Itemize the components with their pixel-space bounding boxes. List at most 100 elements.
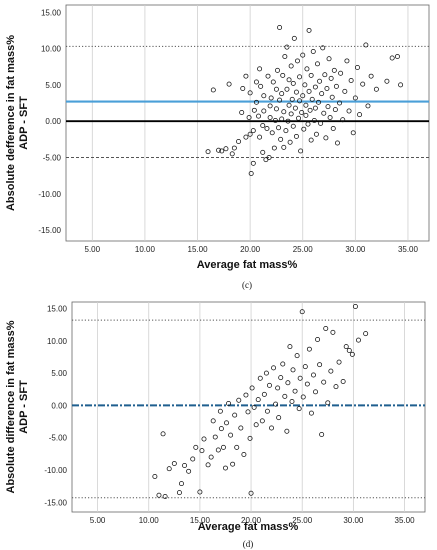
data-points-d xyxy=(152,304,369,499)
data-point xyxy=(282,393,288,399)
y-tick-label: 5.00 xyxy=(51,369,67,378)
data-point xyxy=(226,81,232,87)
data-point xyxy=(331,67,337,73)
y-tick-label: 0.00 xyxy=(45,117,61,126)
data-point xyxy=(285,118,291,124)
data-point xyxy=(248,170,254,176)
x-tick-label: 35.00 xyxy=(395,516,416,525)
data-point xyxy=(349,351,355,357)
data-point xyxy=(266,155,272,160)
data-point xyxy=(312,84,318,90)
data-point xyxy=(334,140,340,146)
data-point xyxy=(267,115,273,121)
data-point xyxy=(363,331,369,337)
data-point xyxy=(251,404,257,410)
data-point xyxy=(311,117,317,123)
data-point xyxy=(273,401,279,407)
reference-lines-c xyxy=(66,45,429,158)
data-point xyxy=(250,128,256,134)
data-point xyxy=(199,448,205,454)
x-tick-label: 25.00 xyxy=(293,245,314,254)
data-point xyxy=(257,134,263,140)
data-point xyxy=(328,368,334,374)
data-point xyxy=(243,73,249,79)
data-point xyxy=(162,494,168,499)
data-point xyxy=(281,144,287,150)
data-point xyxy=(241,452,247,457)
data-point xyxy=(232,412,238,418)
data-point xyxy=(373,86,379,92)
data-point xyxy=(348,78,354,83)
data-point xyxy=(277,97,283,103)
x-tick-label: 30.00 xyxy=(343,516,364,525)
data-point xyxy=(197,489,203,495)
data-point xyxy=(253,79,259,85)
data-point xyxy=(326,56,332,62)
data-point xyxy=(277,25,283,30)
data-point xyxy=(260,123,266,129)
data-point xyxy=(245,409,251,415)
data-point xyxy=(230,461,236,467)
data-point xyxy=(271,365,277,371)
data-point xyxy=(291,35,297,41)
data-point xyxy=(246,115,252,121)
y-ticks-d: 15.00 10.00 5.00 0.00 -5.00 -10.00 -15.00 xyxy=(44,304,67,507)
y-tick-label: 15.00 xyxy=(41,8,62,17)
data-point xyxy=(303,102,309,108)
data-point xyxy=(299,109,305,115)
data-point xyxy=(212,434,218,440)
data-point xyxy=(280,72,286,78)
data-point xyxy=(325,104,331,110)
y-tick-label: -5.00 xyxy=(43,153,62,162)
data-point xyxy=(317,78,323,84)
data-point xyxy=(269,130,275,136)
data-point xyxy=(255,397,261,403)
data-point xyxy=(251,107,257,113)
data-point xyxy=(287,139,293,145)
y-tick-label: 0.00 xyxy=(51,401,67,410)
data-point xyxy=(305,121,311,127)
x-tick-label: 20.00 xyxy=(240,245,261,254)
data-point xyxy=(352,304,358,309)
data-point xyxy=(309,96,315,102)
data-point xyxy=(218,426,224,432)
data-point xyxy=(226,400,232,406)
data-point xyxy=(319,431,325,437)
data-point xyxy=(265,73,271,79)
data-point xyxy=(260,149,266,155)
data-point xyxy=(156,492,162,498)
data-point xyxy=(313,131,319,137)
x-tick-label: 15.00 xyxy=(188,245,209,254)
data-point xyxy=(296,406,302,412)
data-point xyxy=(319,91,325,97)
data-point xyxy=(330,329,336,335)
y-tick-label: -15.00 xyxy=(44,498,67,507)
data-point xyxy=(234,444,240,450)
data-point xyxy=(282,54,288,60)
data-point xyxy=(257,66,263,72)
data-point xyxy=(321,379,327,385)
data-point xyxy=(288,63,294,69)
data-point xyxy=(290,80,296,86)
data-point xyxy=(267,382,272,388)
data-point xyxy=(239,109,245,115)
y-axis-title-d-line1: Absolute difference in fat mass% xyxy=(5,320,17,493)
data-point xyxy=(273,106,279,112)
data-point xyxy=(152,473,158,479)
data-point xyxy=(320,45,326,51)
x-tick-label: 5.00 xyxy=(90,516,106,525)
data-point xyxy=(281,109,287,115)
data-point xyxy=(247,131,253,137)
data-point xyxy=(247,435,253,441)
plot-frame-c xyxy=(65,4,430,242)
data-point xyxy=(306,27,312,33)
data-point xyxy=(264,408,270,414)
data-point xyxy=(256,113,262,119)
data-point xyxy=(394,54,400,60)
data-point xyxy=(176,490,182,496)
data-point xyxy=(297,98,303,104)
plot-frame-d xyxy=(71,301,426,513)
data-point xyxy=(321,110,327,116)
data-point xyxy=(263,370,269,376)
